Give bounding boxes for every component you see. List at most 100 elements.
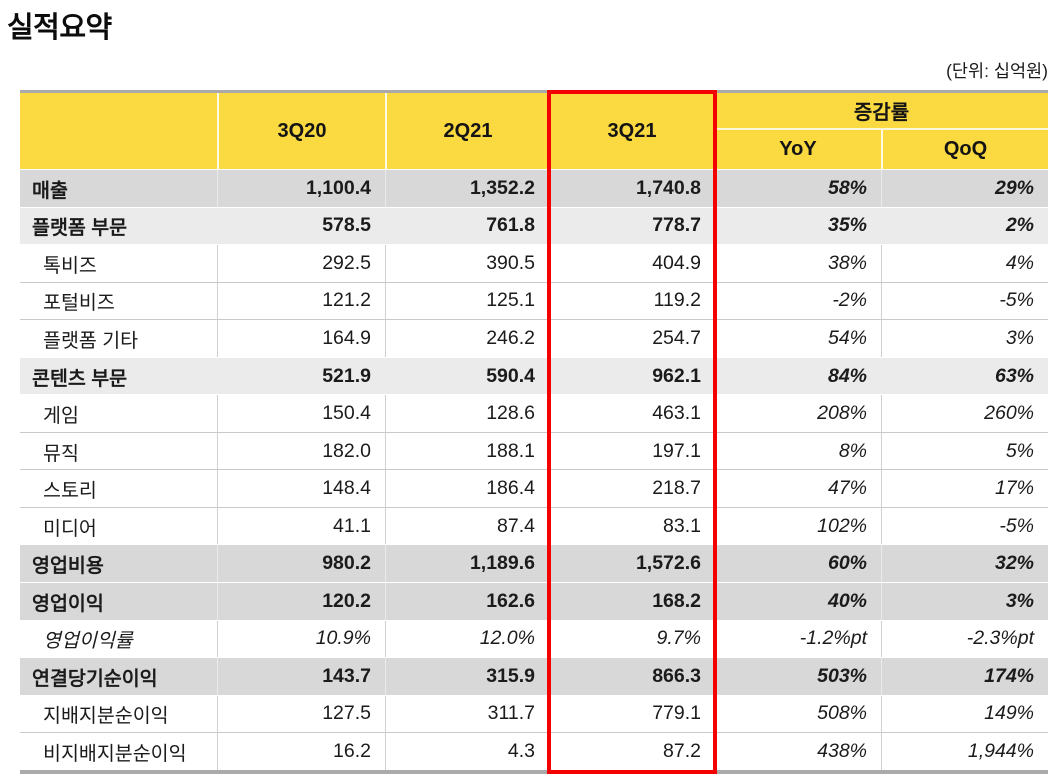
cell-3q20: 1,100.4 [217,170,385,207]
cell-qoq: 5% [881,432,1048,470]
cell-3q20: 182.0 [217,432,385,470]
earnings-summary-table: 3Q20 2Q21 3Q21 증감률 YoY QoQ 매출 1,100.4 1,35… [20,90,1048,774]
cell-3q20: 980.2 [217,545,385,583]
cell-qoq: 149% [881,695,1048,733]
cell-3q20: 120.2 [217,583,385,620]
cell-yoy: 8% [838,439,867,462]
row-label: 비지배지분순이익 [43,742,187,765]
cell-2q21: 1,189.6 [385,545,549,583]
row-label: 톡비즈 [43,254,97,277]
row-label: 콘텐츠 부문 [32,367,128,390]
cell-3q20: 41.1 [217,507,385,545]
cell-yoy: 102% [817,514,867,537]
cell-2q21: 246.2 [385,320,549,357]
row-label: 영업이익 [32,592,104,615]
cell-3q21: 168.2 [652,589,701,612]
cell-qoq: 174% [881,658,1048,695]
cell-yoy: 84% [827,364,867,387]
cell-qoq: 1,944% [881,733,1048,770]
row-label: 영업비용 [32,555,104,578]
cell-qoq: 63% [881,357,1048,395]
cell-3q20: 121.2 [217,282,385,320]
cell-3q20: 127.5 [217,695,385,733]
table-row: 포털비즈 121.2 125.1 119.2 -2% -5% [20,281,1048,320]
cell-2q21: 125.1 [385,282,549,320]
cell-yoy: 47% [827,477,867,500]
cell-qoq: 260% [881,395,1048,432]
cell-2q21: 590.4 [385,357,549,395]
cell-2q21: 4.3 [385,733,549,770]
table-row: 지배지분순이익 127.5 311.7 779.1 508% 149% [20,694,1048,733]
cell-3q20: 521.9 [217,357,385,395]
cell-qoq: 3% [881,583,1048,620]
cell-3q21: 197.1 [652,439,701,462]
header-cell-yoy: YoY [779,138,817,160]
cell-2q21: 12.0% [385,620,549,658]
cell-3q21: 83.1 [663,514,701,537]
cell-yoy: 208% [817,402,867,425]
table-row: 플랫폼 기타 164.9 246.2 254.7 54% 3% [20,319,1048,357]
table-row: 영업비용 980.2 1,189.6 1,572.6 60% 32% [20,544,1048,583]
cell-yoy: 508% [817,702,867,725]
row-label: 스토리 [43,480,97,503]
cell-3q20: 148.4 [217,470,385,507]
cell-yoy: 438% [817,739,867,762]
header-cell-qoq: QoQ [881,130,1048,169]
cell-yoy: 60% [827,552,867,575]
unit-note: (단위: 십억원) [946,61,1048,81]
cell-qoq: -5% [881,282,1048,320]
cell-qoq: 32% [881,545,1048,583]
row-label: 영업이익률 [43,630,133,653]
cell-3q21: 962.1 [652,364,701,387]
cell-2q21: 315.9 [385,658,549,695]
table-row: 콘텐츠 부문 521.9 590.4 962.1 84% 63% [20,356,1048,395]
row-label: 미디어 [43,517,97,540]
cell-2q21: 87.4 [385,507,549,545]
cell-2q21: 390.5 [385,245,549,282]
cell-3q21: 218.7 [652,477,701,500]
cell-3q21: 779.1 [652,702,701,725]
cell-qoq: -2.3%pt [881,620,1048,658]
row-label: 게임 [43,405,79,428]
cell-3q21: 404.9 [652,251,701,274]
row-label: 매출 [32,179,68,202]
cell-3q20: 164.9 [217,320,385,357]
cell-3q21: 866.3 [652,664,701,687]
header-cell-change-group: 증감률 [715,93,1048,130]
table-body: 매출 1,100.4 1,352.2 1,740.8 58% 29% 플랫폼 부문 578.5… [20,169,1048,770]
cell-3q21: 778.7 [652,214,701,237]
header-cell-3q21: 3Q21 [607,119,657,142]
table-row: 미디어 41.1 87.4 83.1 102% -5% [20,506,1048,545]
cell-3q20: 143.7 [217,658,385,695]
table-row: 플랫폼 부문 578.5 761.8 778.7 35% 2% [20,206,1048,245]
cell-3q21: 87.2 [663,739,701,762]
row-label: 포털비즈 [43,292,115,315]
cell-2q21: 186.4 [385,470,549,507]
cell-3q20: 292.5 [217,245,385,282]
row-label: 지배지분순이익 [43,705,169,728]
table-row: 스토리 148.4 186.4 218.7 47% 17% [20,469,1048,507]
header-cell-2q21: 2Q21 [385,93,549,169]
table-row: 영업이익 120.2 162.6 168.2 40% 3% [20,582,1048,620]
cell-3q20: 150.4 [217,395,385,432]
table-row: 매출 1,100.4 1,352.2 1,740.8 58% 29% [20,169,1048,207]
cell-3q21: 463.1 [652,402,701,425]
cell-yoy: -1.2%pt [799,627,867,650]
row-label: 뮤직 [43,442,79,465]
cell-yoy: 58% [827,176,867,199]
cell-3q21: 254.7 [652,326,701,349]
table-header: 3Q20 2Q21 3Q21 증감률 YoY QoQ [20,93,1048,169]
cell-3q20: 16.2 [217,733,385,770]
header-cell-3q20: 3Q20 [217,93,385,169]
cell-yoy: 503% [817,664,867,687]
cell-qoq: 29% [881,170,1048,207]
cell-qoq: -5% [881,507,1048,545]
cell-3q20: 10.9% [217,620,385,658]
cell-3q21: 9.7% [656,627,701,650]
table-row: 연결당기순이익 143.7 315.9 866.3 503% 174% [20,657,1048,695]
cell-3q20: 578.5 [217,207,385,245]
cell-3q21: 1,572.6 [635,552,701,575]
table-row: 게임 150.4 128.6 463.1 208% 260% [20,394,1048,432]
cell-2q21: 162.6 [385,583,549,620]
table-row: 영업이익률 10.9% 12.0% 9.7% -1.2%pt -2.3%pt [20,619,1048,658]
